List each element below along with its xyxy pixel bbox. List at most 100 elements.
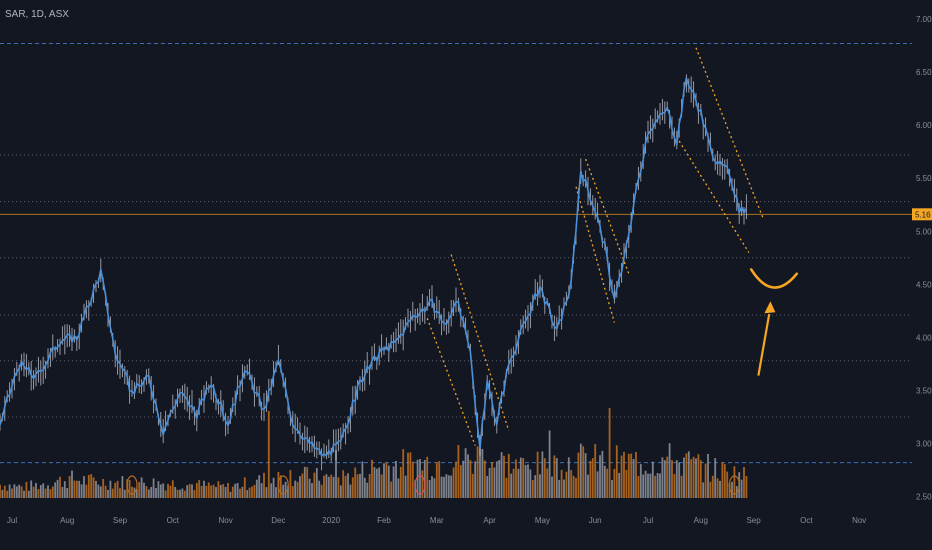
x-tick-label: Apr [483,516,496,525]
volume-bar [481,448,484,498]
volume-bar [145,486,148,498]
volume-bar [39,485,42,498]
volume-bar [687,451,690,498]
x-tick-label: Aug [60,516,74,525]
volume-bar [630,453,633,498]
last-price-label: 5.16 [915,210,931,219]
volume-bar [498,460,501,498]
price-line [0,77,748,457]
volume-bar [265,487,268,498]
volume-bar [443,476,445,498]
volume-bar [589,460,592,498]
volume-bar [625,469,628,498]
volume-bar [651,461,654,498]
volume-bar [152,478,155,498]
volume-bar [555,458,558,498]
volume-bar [469,460,472,498]
volume-bar [603,465,606,498]
volume-bar [359,473,361,498]
volume-bar [335,450,337,498]
volume-bar [241,486,244,498]
volume-bar [87,474,90,498]
volume-bar [402,449,405,498]
volume-bar [308,478,311,498]
trendline [695,47,764,219]
y-tick-label: 4.50 [916,280,932,289]
volume-bar [23,490,25,498]
volume-bar [678,462,681,498]
volume-bar [479,435,481,498]
volume-bar [457,445,460,498]
volume-bar [6,490,9,498]
volume-bar [234,483,237,498]
trendlines [426,47,764,446]
volume-bar [649,473,652,498]
volume-bar [183,490,186,498]
volume-bar [299,476,301,498]
volume-bar [215,487,217,498]
volume-bar [666,456,669,498]
volume-bar [107,489,109,498]
volume-bar [75,480,78,498]
volume-bar [272,477,275,498]
y-tick-label: 3.50 [916,386,932,395]
volume-bar [584,453,587,498]
volume-bar [383,463,385,498]
volume-bar [181,488,184,498]
volume-bar [445,474,448,498]
volume-bar [138,482,141,498]
volume-bar [618,472,621,498]
volume-bar [25,481,28,498]
volume-bar [656,472,659,498]
volume-bar [135,489,138,498]
volume-bar [342,470,345,498]
volume-bar [121,476,124,498]
volume-bar [11,488,13,498]
volume-bar [143,482,145,498]
volume-bar [495,461,498,498]
volume-bar [740,479,743,498]
volume-bar [510,473,513,498]
volume-bar [188,484,191,498]
volume-bar [476,446,479,498]
volume-marker [277,475,289,495]
volume-bar [582,446,585,498]
volume-bar [114,482,117,498]
volume-bar [123,489,126,498]
volume-bar [572,475,575,498]
volume-bar [212,484,215,498]
volume-bar [426,456,429,498]
volume-bar [387,465,390,498]
y-tick-label: 5.50 [916,174,932,183]
volume-bar [18,484,21,498]
volume-bar [719,480,721,498]
ticker-label: SAR, 1D, ASX [5,9,69,20]
volume-bar [534,475,537,498]
volume-bar [733,466,736,498]
volume-bar [471,473,474,498]
volume-bar [167,483,169,498]
volume-bar [440,476,443,498]
arrow-head [764,301,776,314]
volume-bar [159,484,162,498]
volume-bar [147,489,150,498]
volume-bar [102,478,105,498]
volume-bars [0,408,748,498]
volume-bar [44,488,47,498]
volume-bar [515,459,517,498]
volume-bar [452,467,455,498]
volume-bar [371,459,373,498]
volume-bar [361,461,364,498]
x-tick-label: Aug [694,516,708,525]
volume-bar [455,461,457,498]
volume-bar [246,490,249,498]
volume-bar [692,456,695,498]
volume-bar [745,476,748,498]
volume-bar [111,488,114,498]
volume-bar [191,484,193,498]
volume-bar [210,485,213,498]
volume-bar [404,475,407,498]
volume-bar [567,457,570,498]
volume-bar [131,486,133,498]
